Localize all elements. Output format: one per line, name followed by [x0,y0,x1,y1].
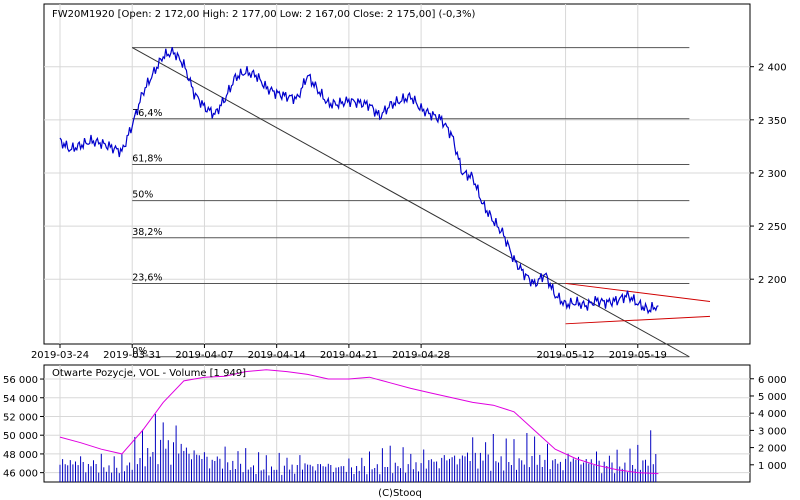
fibonacci-levels: 76,4% 61,8% 50% 38,2% 23,6% 0% [132,47,690,358]
right-tick-label: 4 000 [758,409,787,420]
x-tick-label: 2019-04-21 [320,350,378,361]
right-tick-label: 3 000 [758,426,787,437]
fib-label: 76,4% [132,108,162,119]
volume-chart-title: Otwarte Pozycje, VOL - Volume [1 949] [52,368,246,379]
volume-left-axis: 46 000 48 000 50 000 52 000 54 000 56 000 [3,375,44,480]
trend-line [565,315,711,325]
x-tick-label: 2019-04-28 [392,350,450,361]
price-line [59,46,659,315]
fib-label: 0% [132,346,147,357]
volume-bars [59,413,657,482]
x-tick-label: 2019-04-07 [175,350,233,361]
x-tick-label: 2019-03-31 [103,350,161,361]
price-grid [44,4,750,344]
right-tick-label: 6 000 [758,375,787,386]
left-tick-label: 54 000 [3,394,38,405]
trend-line [565,282,711,302]
right-tick-label: 1 000 [758,461,787,472]
fib-label: 38,2% [132,227,162,238]
x-tick-label: 2019-05-19 [609,350,667,361]
left-tick-label: 46 000 [3,469,38,480]
fib-label: 23,6% [132,272,162,283]
right-tick-label: 5 000 [758,392,787,403]
x-tick-label: 2019-04-14 [248,350,306,361]
footer-credit: (C)Stooq [378,488,422,499]
left-tick-label: 52 000 [3,412,38,423]
left-tick-label: 56 000 [3,375,38,386]
y-tick-label: 2 400 [758,63,787,74]
right-tick-label: 2 000 [758,444,787,455]
price-chart-title: FW20M1920 [Open: 2 172,00 High: 2 177,00… [52,9,475,20]
open-interest-line [59,369,659,475]
fib-label: 61,8% [132,153,162,164]
volume-right-axis: 1 000 2 000 3 000 4 000 5 000 6 000 [750,375,787,472]
fib-label: 50% [132,190,153,201]
y-tick-label: 2 300 [758,169,787,180]
x-tick-label: 2019-05-12 [536,350,594,361]
y-tick-label: 2 250 [758,222,787,233]
y-tick-label: 2 200 [758,275,787,286]
left-tick-label: 50 000 [3,431,38,442]
left-tick-label: 48 000 [3,450,38,461]
open-interest-polyline [59,369,659,475]
price-series [59,46,659,315]
price-x-axis: 2019-03-24 2019-03-31 2019-04-07 2019-04-14… [31,344,667,361]
price-y-axis: 2 200 2 250 2 300 2 350 2 400 [750,63,787,286]
y-tick-label: 2 350 [758,116,787,127]
x-tick-label: 2019-03-24 [31,350,89,361]
